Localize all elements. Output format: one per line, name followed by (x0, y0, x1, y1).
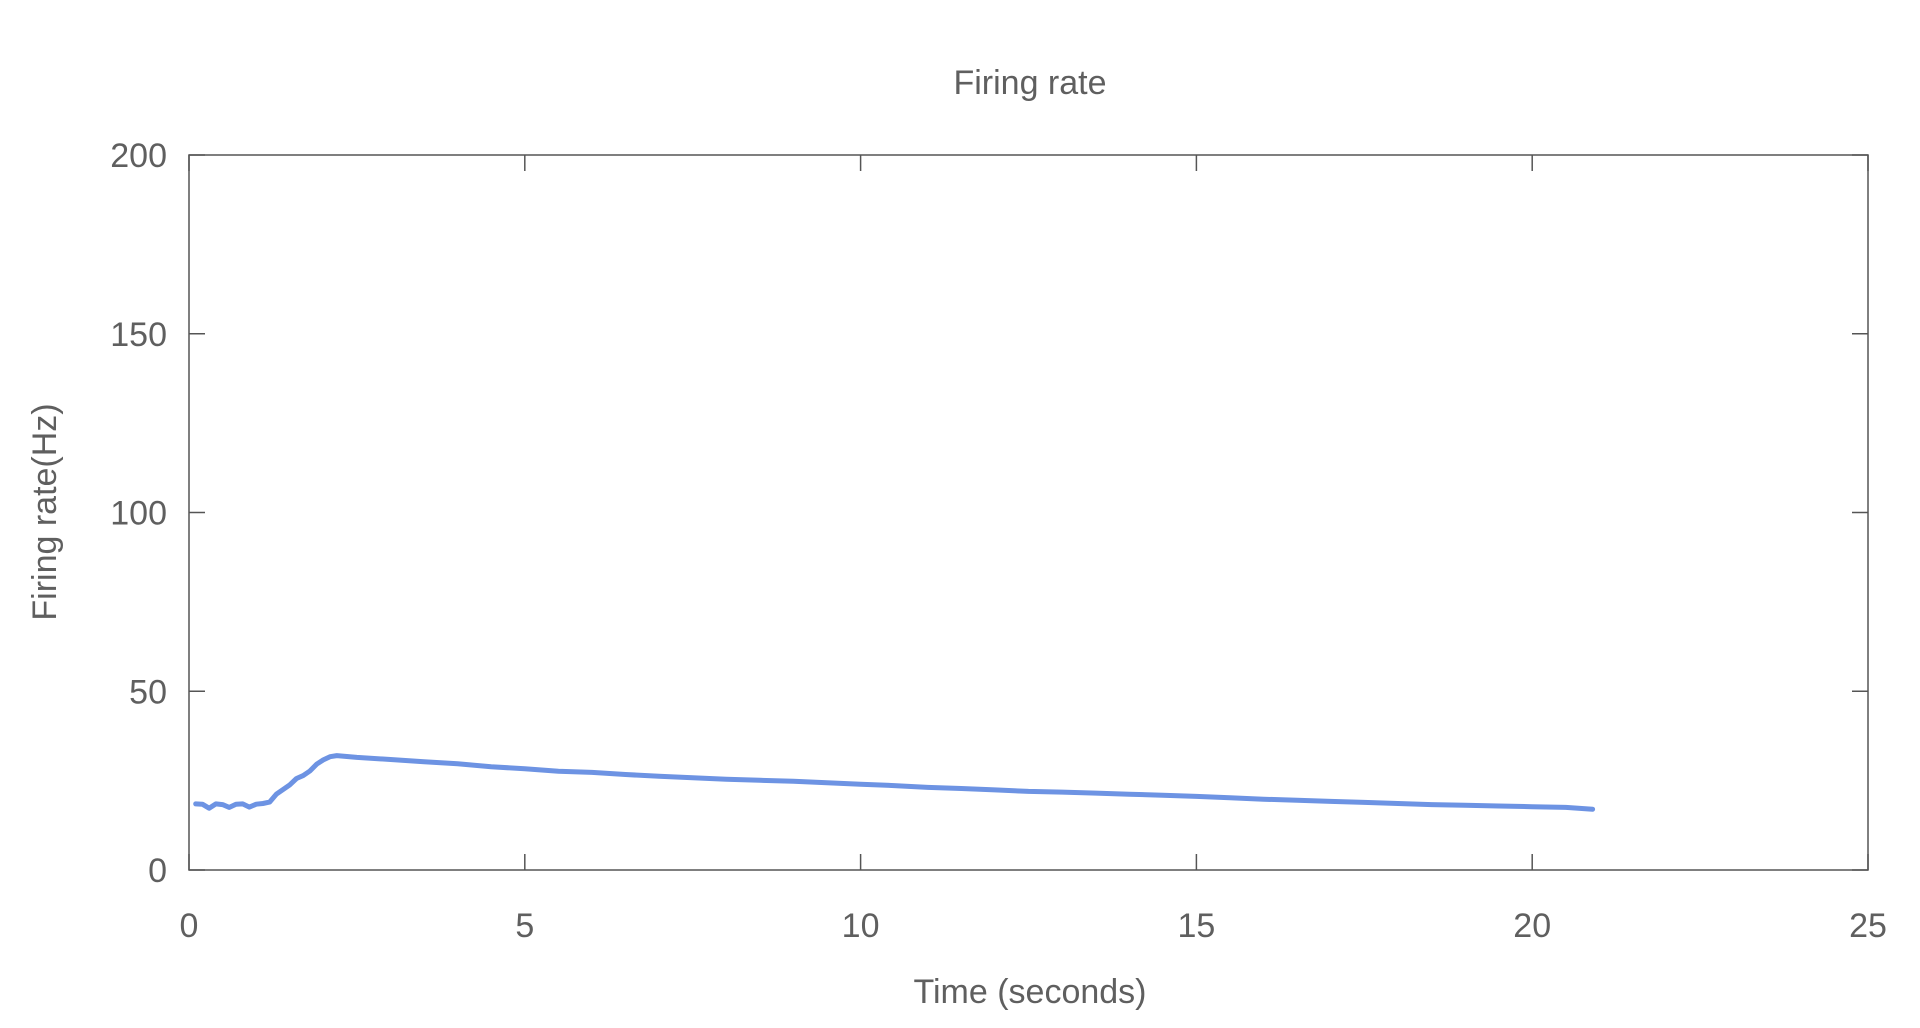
plot-area: 0 5 10 15 20 25 0 50 100 150 200 (110, 137, 1887, 945)
y-axis-label: Firing rate(Hz) (26, 403, 64, 620)
x-tick-label: 10 (842, 907, 880, 945)
x-tick-label: 15 (1177, 907, 1215, 945)
y-tick-label: 0 (148, 852, 167, 890)
series-line (193, 753, 1596, 812)
x-tick-label: 20 (1513, 907, 1551, 945)
y-tick-label: 150 (110, 316, 167, 354)
x-axis-label: Time (seconds) (913, 973, 1146, 1011)
x-tick-label: 25 (1849, 907, 1887, 945)
y-tick-label: 200 (110, 137, 167, 175)
x-tick-label: 0 (180, 907, 199, 945)
chart-title: Firing rate (953, 64, 1106, 102)
x-tick-label: 5 (515, 907, 534, 945)
y-tick-label: 100 (110, 495, 167, 533)
y-tick-label: 50 (129, 673, 167, 711)
